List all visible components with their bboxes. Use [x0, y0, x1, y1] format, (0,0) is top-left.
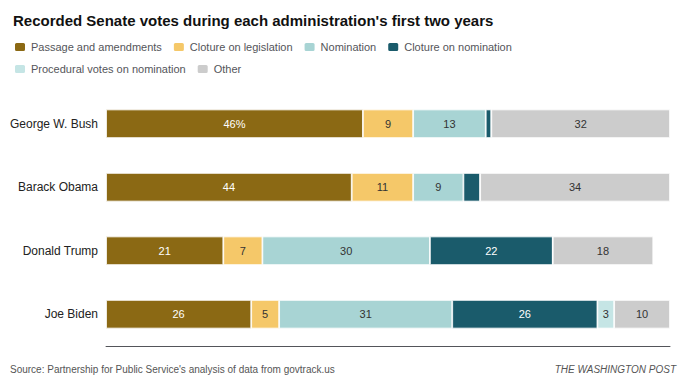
svg-text:George W. Bush: George W. Bush	[10, 117, 98, 131]
svg-text:Nomination: Nomination	[321, 41, 377, 53]
svg-text:26: 26	[519, 308, 531, 320]
svg-text:Cloture on legislation: Cloture on legislation	[190, 41, 293, 53]
svg-text:THE WASHINGTON POST: THE WASHINGTON POST	[555, 364, 677, 375]
svg-text:44: 44	[223, 181, 235, 193]
svg-text:34: 34	[569, 181, 581, 193]
svg-text:5: 5	[262, 308, 268, 320]
svg-text:18: 18	[597, 245, 609, 257]
svg-text:10: 10	[636, 308, 648, 320]
svg-text:9: 9	[435, 181, 441, 193]
svg-text:Procedural votes on nomination: Procedural votes on nomination	[31, 63, 186, 75]
svg-text:Other: Other	[214, 63, 242, 75]
svg-text:9: 9	[385, 118, 391, 130]
svg-text:46%: 46%	[223, 118, 245, 130]
svg-text:Barack Obama: Barack Obama	[18, 180, 98, 194]
svg-text:30: 30	[340, 245, 352, 257]
svg-text:Cloture on nomination: Cloture on nomination	[404, 41, 512, 53]
svg-text:Donald Trump: Donald Trump	[23, 244, 99, 258]
svg-text:13: 13	[443, 118, 455, 130]
svg-text:Source: Partnership for Public: Source: Partnership for Public Service's…	[10, 364, 335, 375]
svg-text:Joe Biden: Joe Biden	[45, 307, 98, 321]
svg-text:26: 26	[173, 308, 185, 320]
svg-text:21: 21	[159, 245, 171, 257]
svg-text:32: 32	[575, 118, 587, 130]
svg-text:Recorded Senate votes during e: Recorded Senate votes during each admini…	[13, 12, 493, 29]
svg-text:11: 11	[377, 181, 388, 193]
svg-text:31: 31	[360, 308, 372, 320]
svg-text:7: 7	[240, 245, 246, 257]
svg-text:Passage and amendments: Passage and amendments	[31, 41, 162, 53]
svg-text:3: 3	[603, 308, 609, 320]
svg-text:22: 22	[485, 245, 497, 257]
